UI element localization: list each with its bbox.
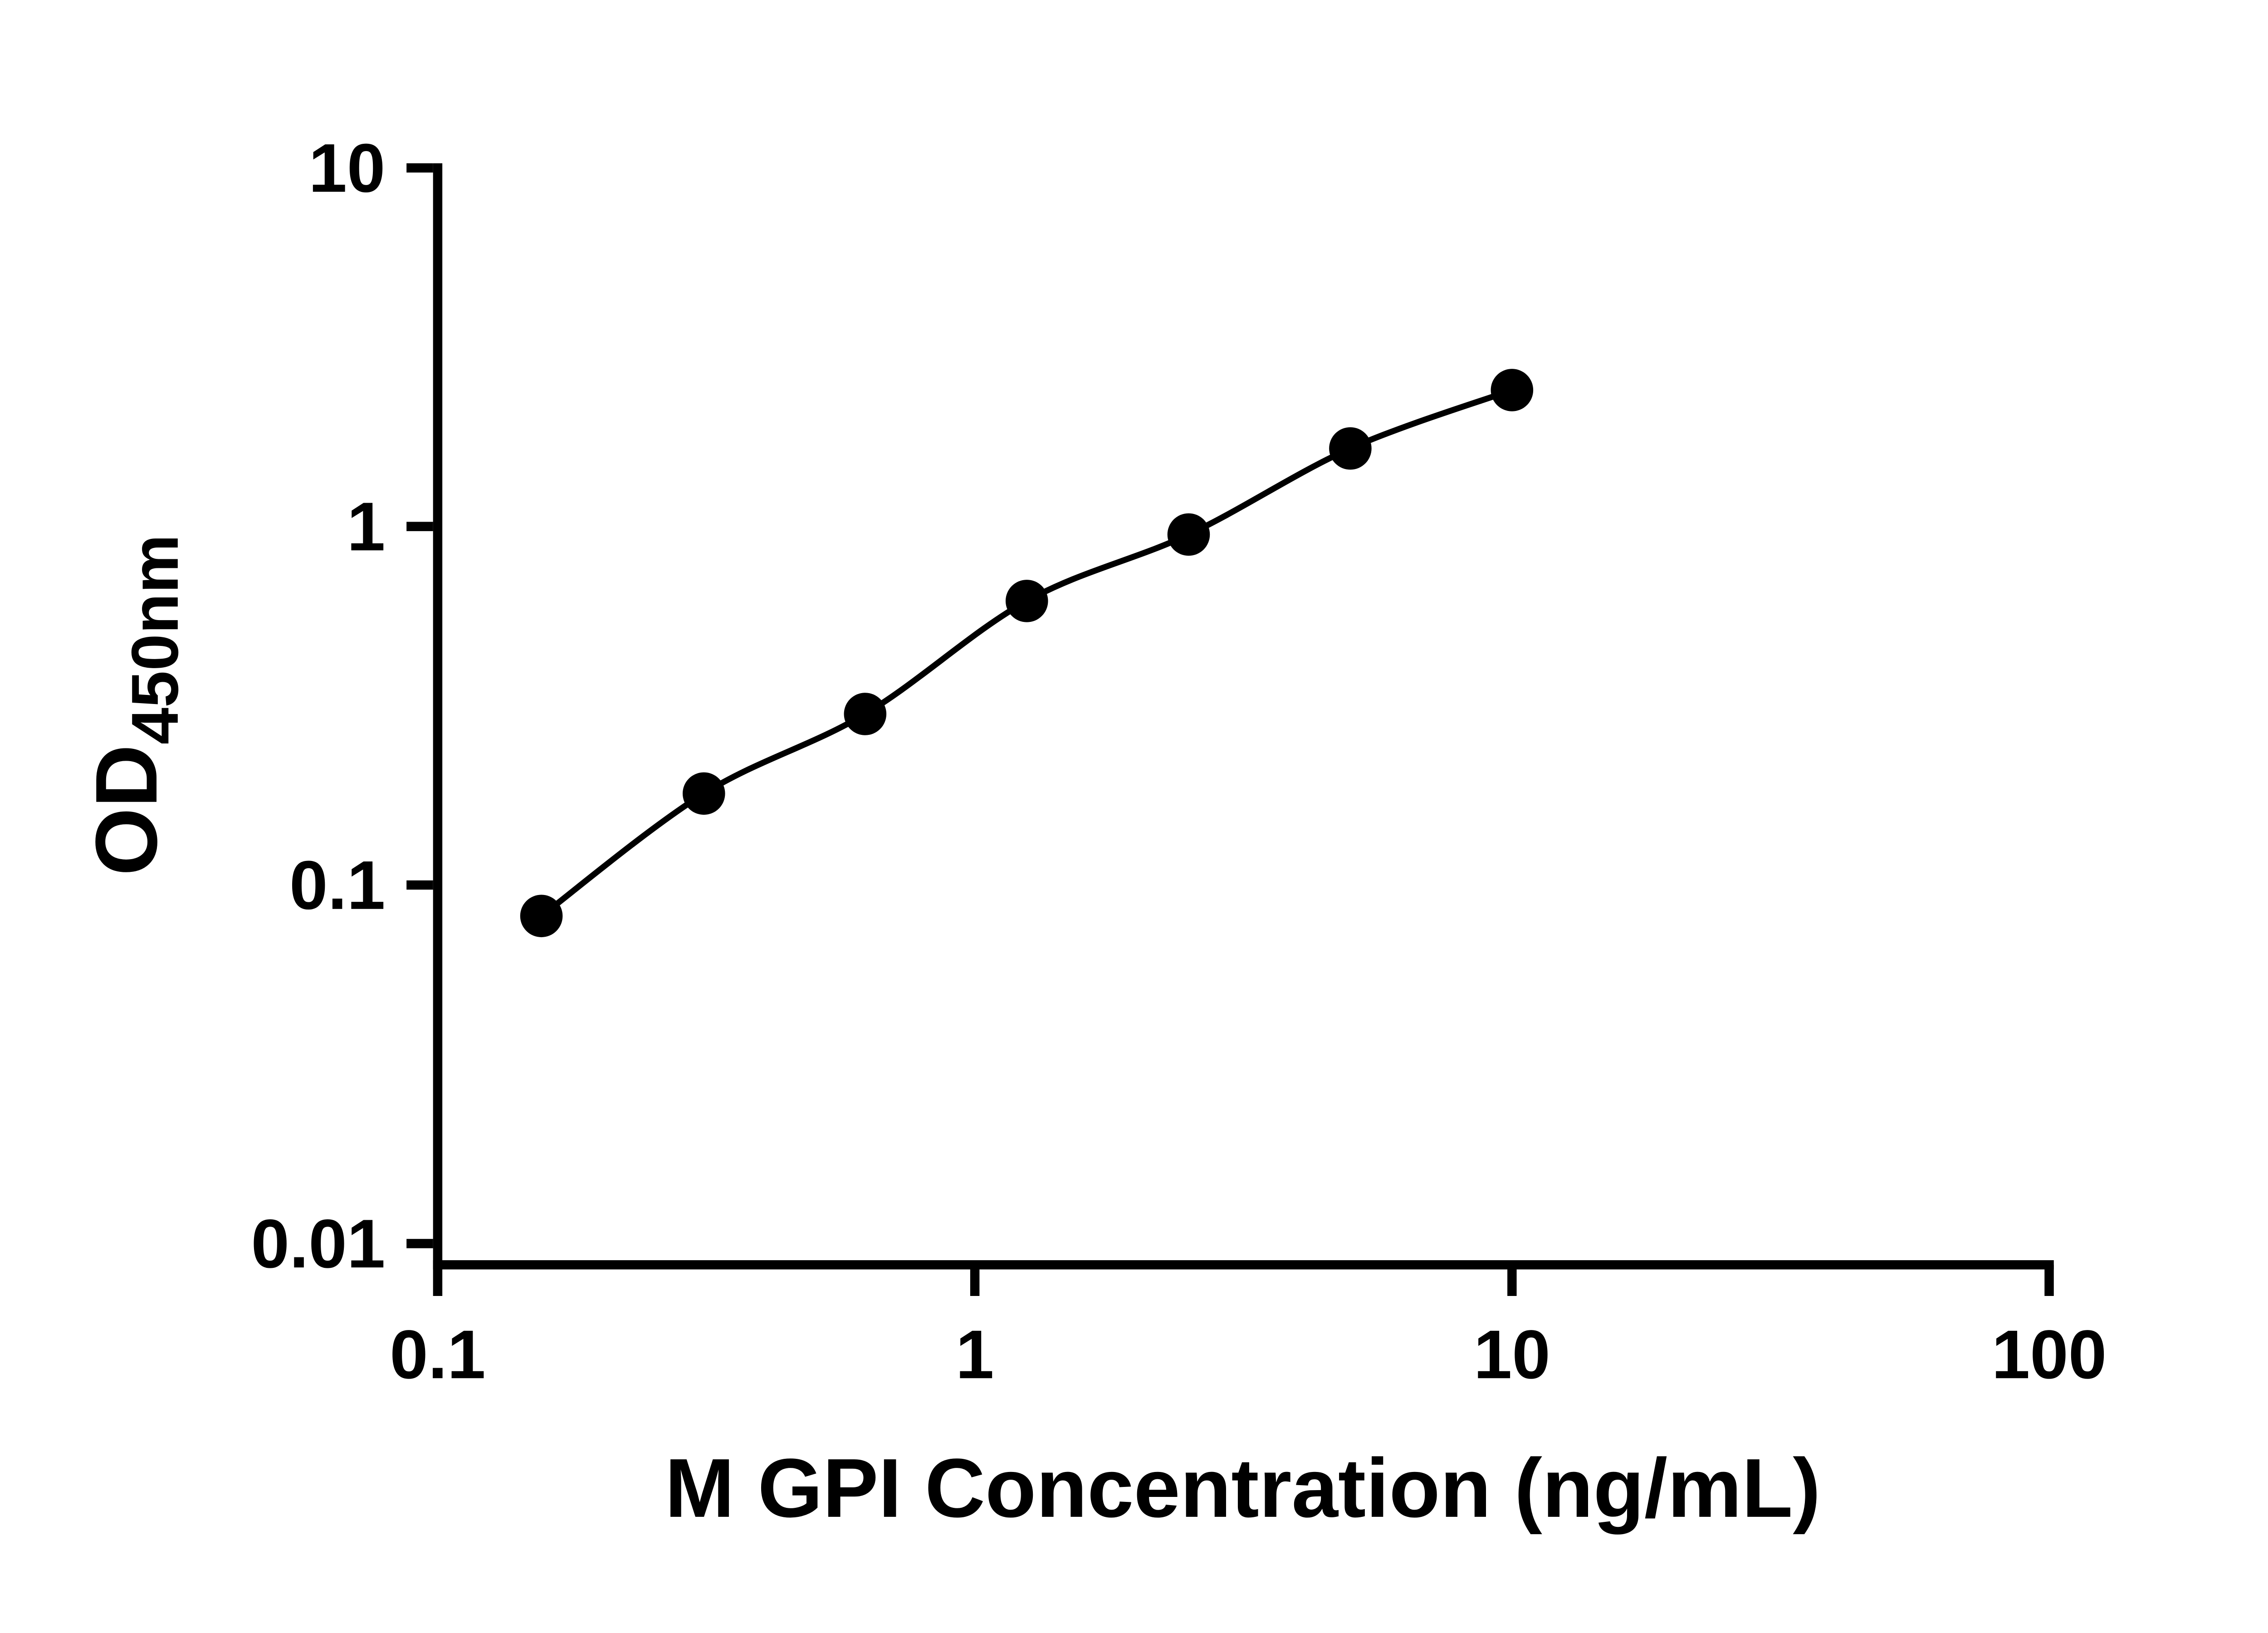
y-tick-label: 0.01 [251, 1205, 386, 1282]
data-point [1329, 427, 1372, 470]
data-point [1491, 369, 1534, 411]
data-point [1167, 513, 1210, 556]
y-axis-title: OD450nm [77, 534, 192, 876]
data-point [520, 895, 563, 938]
y-tick-label: 10 [308, 130, 385, 207]
x-axis-title: M GPI Concentration (ng/mL) [665, 1442, 1821, 1535]
x-tick-label: 100 [1992, 1316, 2107, 1393]
data-point [844, 693, 887, 735]
y-tick-label: 1 [347, 488, 386, 565]
y-tick-label: 0.1 [289, 847, 385, 924]
data-point [682, 772, 725, 815]
x-tick-label: 1 [956, 1316, 994, 1393]
x-tick-label: 0.1 [390, 1316, 485, 1393]
data-point [1005, 580, 1048, 622]
x-tick-label: 10 [1474, 1316, 1550, 1393]
y-axis-title-subscript: 450nm [118, 534, 192, 744]
standard-curve-line [539, 387, 1513, 919]
y-axis-title-main: OD [77, 744, 175, 875]
